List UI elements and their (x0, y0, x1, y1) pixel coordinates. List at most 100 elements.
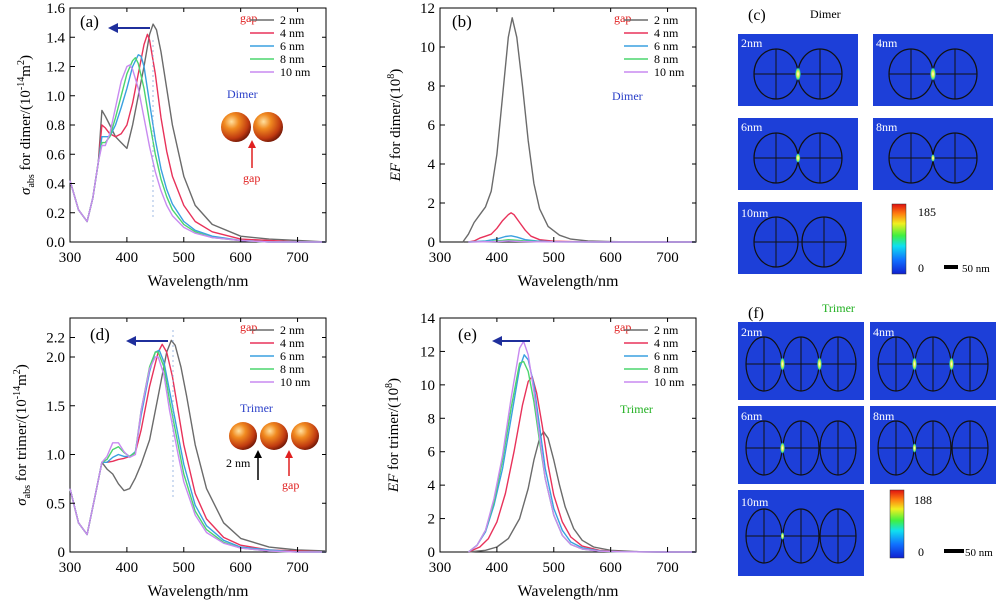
tick-layer: 300 400 500 600 700 0.0 0.2 0.4 0.6 0.8 1.0 1.2 1.4 1… (46, 1, 326, 266)
panel-label: (d) (90, 325, 110, 344)
legend-label: 8 nm (654, 52, 679, 66)
x-tick-label: 300 (429, 250, 452, 266)
y-tick-label: 4 (428, 478, 436, 494)
hotspot (930, 67, 936, 81)
nanosphere (221, 112, 251, 142)
series-layer (69, 339, 327, 553)
y-tick-label: 2.2 (46, 331, 65, 347)
shift-arrow-head (126, 336, 136, 346)
map-tile: 2nm (738, 322, 864, 400)
y-tick-label: 0 (58, 545, 66, 561)
tick-layer: 300 400 500 600 700 0 2 4 6 8 10 12 14 (420, 311, 696, 576)
hotspot (795, 67, 801, 81)
hotspot (817, 357, 822, 371)
y-tick-label: 0.4 (46, 177, 65, 193)
tile-label: 6nm (741, 409, 763, 423)
legend-label: 8 nm (280, 52, 305, 66)
x-tick-label: 600 (229, 560, 252, 576)
series-line-6nm (69, 54, 326, 243)
y-tick-label: 4 (428, 157, 436, 173)
panel-e: 300 400 500 600 700 0 2 4 6 8 10 12 14 (e) gap 2 nm4… (384, 311, 697, 600)
map-tile: 6nm (738, 406, 864, 484)
scale-bar-label: 50 nm (962, 263, 990, 275)
series-layer (69, 23, 327, 243)
x-tick-label: 400 (486, 250, 509, 266)
scale-bar-label: 50 nm (965, 547, 993, 559)
nanosphere (291, 422, 319, 450)
legend-label: 10 nm (654, 65, 685, 79)
map-tile: 2nm (738, 34, 858, 106)
colorbar-min: 0 (918, 545, 924, 559)
tile-label: 4nm (873, 325, 895, 339)
y-tick-label: 1.5 (46, 399, 65, 415)
x-tick-label: 600 (599, 560, 622, 576)
legend-label: 8 nm (654, 362, 679, 376)
tick-layer: 300 400 500 600 700 0 2 4 6 8 10 12 (420, 1, 696, 266)
scale-bar (944, 549, 964, 553)
hotspot (949, 357, 954, 371)
x-tick-label: 500 (173, 250, 196, 266)
map-background (738, 202, 862, 274)
x-tick-label: 700 (286, 250, 309, 266)
hotspot (912, 357, 917, 371)
map-tile: 6nm (738, 118, 858, 190)
map-tile: 8nm (873, 118, 993, 190)
y-tick-label: 6 (428, 118, 436, 134)
x-tick-label: 400 (116, 250, 139, 266)
legend-label: 8 nm (280, 362, 305, 376)
legend-label: 4 nm (280, 336, 305, 350)
map-title: Dimer (810, 7, 841, 21)
y-tick-label: 0.2 (46, 206, 65, 222)
colorbar-max: 188 (914, 493, 932, 507)
size-arrow-head (254, 450, 262, 458)
tile-label: 4nm (876, 36, 898, 50)
x-tick-label: 700 (656, 250, 679, 266)
y-axis-label: σabs for trimer/(10-14m2) (12, 364, 33, 506)
gap-arrow-head (285, 450, 293, 458)
x-axis-label: Wavelength/nm (518, 583, 619, 600)
legend-label: 2 nm (654, 13, 679, 27)
y-tick-label: 0.8 (46, 118, 65, 134)
tile-label: 8nm (876, 120, 898, 134)
x-tick-label: 500 (173, 560, 196, 576)
legend-label: 10 nm (280, 375, 311, 389)
x-tick-label: 600 (599, 250, 622, 266)
hotspot (795, 153, 801, 163)
x-tick-label: 500 (543, 560, 566, 576)
tile-label: 8nm (873, 409, 895, 423)
tile-label: 2nm (741, 36, 763, 50)
y-tick-label: 8 (428, 79, 436, 95)
y-tick-label: 10 (420, 40, 435, 56)
x-tick-label: 700 (656, 560, 679, 576)
legend-label: 10 nm (654, 375, 685, 389)
series-line-10nm (69, 64, 326, 243)
x-axis-label: Wavelength/nm (148, 583, 249, 600)
y-tick-label: 0.6 (46, 147, 65, 163)
colorbar (891, 203, 907, 275)
nanosphere (253, 112, 283, 142)
shift-arrow-head (492, 336, 502, 346)
tick-layer: 300 400 500 600 700 0 0.5 1.0 1.5 2.0 2.2 (46, 318, 326, 576)
tile-label: 2nm (741, 325, 763, 339)
y-tick-label: 8 (428, 411, 436, 427)
hotspot (780, 532, 785, 540)
legend-title: gap (240, 320, 257, 334)
panel-label: (e) (458, 325, 477, 344)
tile-label: 10nm (741, 495, 769, 509)
x-axis-label: Wavelength/nm (148, 273, 249, 290)
x-tick-label: 300 (429, 560, 452, 576)
dimer-annotation: Dimer (612, 89, 643, 103)
y-tick-label: 1.4 (46, 30, 65, 46)
legend-label: 2 nm (280, 323, 305, 337)
legend-label: 4 nm (280, 26, 305, 40)
gap-arrow-head (248, 140, 256, 148)
hotspot (912, 443, 917, 453)
legend-label: 6 nm (654, 349, 679, 363)
nanosphere (229, 422, 257, 450)
x-tick-label: 300 (59, 250, 82, 266)
x-tick-label: 400 (116, 560, 139, 576)
x-axis-label: Wavelength/nm (518, 273, 619, 290)
